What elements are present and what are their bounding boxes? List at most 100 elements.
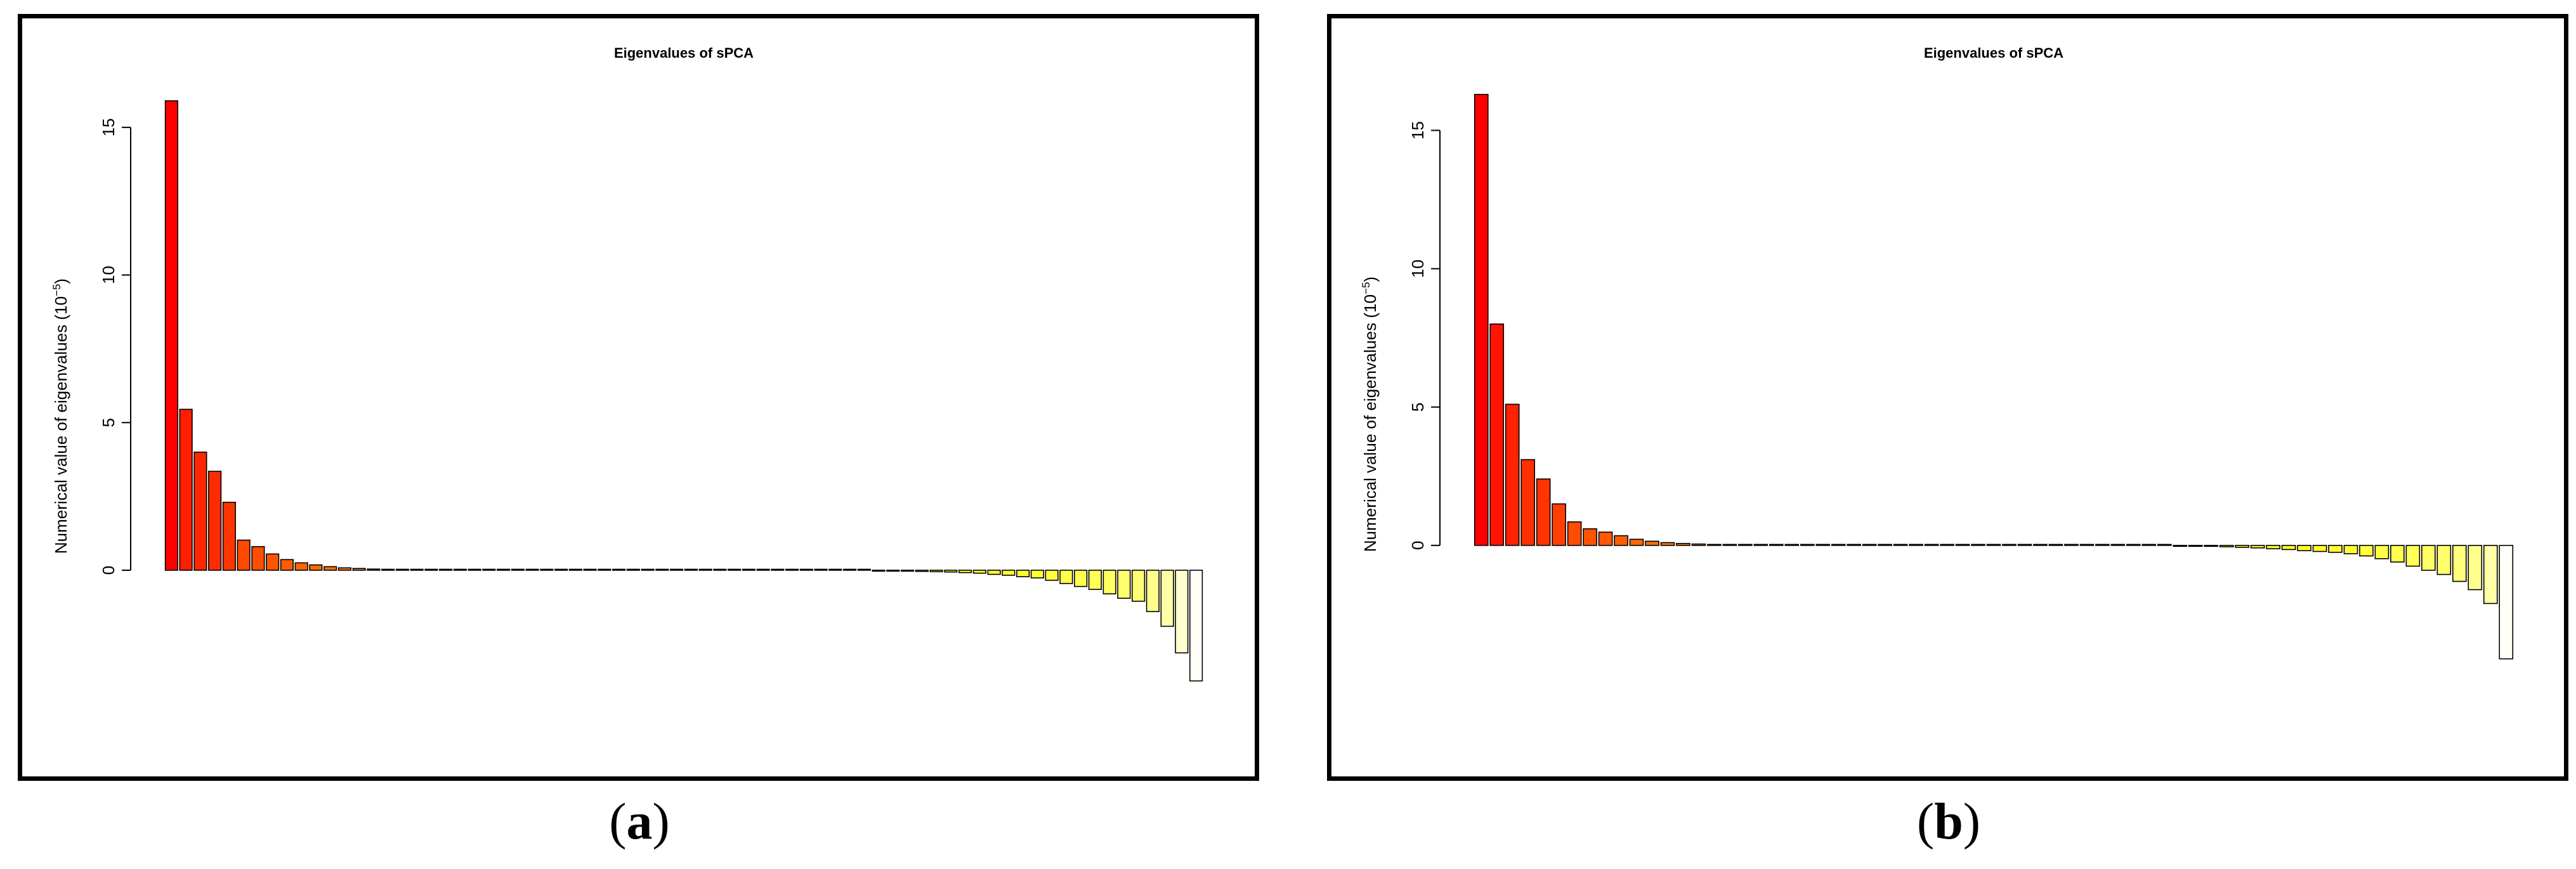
eigenvalue-bar [511,568,525,571]
eigenvalue-bar [771,568,785,571]
y-axis-label: Numerical value of eigenvalues (10−5) [1360,277,1380,552]
eigenvalue-bar [497,568,511,571]
eigenvalue-bar [1738,544,1753,546]
eigenvalue-bar [2173,545,2188,547]
eigenvalue-bar [2141,544,2157,546]
eigenvalue-bar [453,568,467,571]
eigenvalue-bar [728,568,742,571]
eigenvalue-bar [1160,570,1174,627]
eigenvalue-bar [251,546,265,571]
eigenvalue-bar [2312,545,2327,552]
eigenvalue-bar [482,568,496,571]
eigenvalue-bar [2250,545,2265,549]
eigenvalue-bar [1474,94,1489,546]
eigenvalue-bar [1629,539,1644,546]
y-tick-label: 10 [1408,259,1427,278]
eigenvalue-bar [2095,544,2110,546]
eigenvalue-bar [1831,544,1846,546]
eigenvalue-bar [1189,570,1203,682]
y-tick-label: 10 [99,266,118,284]
eigenvalue-bar [1567,521,1582,546]
eigenvalue-bar [2033,544,2048,546]
eigenvalue-bar [237,539,251,571]
eigenvalue-bar [164,100,178,571]
eigenvalue-bar [1016,570,1030,578]
eigenvalue-bar [1645,540,1659,546]
eigenvalue-bar [1800,544,1815,546]
eigenvalue-bar [670,568,684,571]
eigenvalue-bar [439,568,453,571]
eigenvalue-bar [1909,544,1923,546]
eigenvalue-bar [1862,544,1877,546]
eigenvalue-bar [1088,570,1102,591]
eigenvalue-bar [2281,545,2296,551]
eigenvalue-bar [655,568,669,571]
eigenvalue-bar [901,570,915,572]
eigenvalue-bar [1707,544,1722,546]
eigenvalue-bar [828,568,842,571]
eigenvalue-bar [1940,544,1954,546]
eigenvalue-bar [2359,545,2374,557]
caption-b: (b) [1916,792,1981,850]
eigenvalue-bar [843,568,857,571]
eigenvalue-bar [2499,545,2514,660]
eigenvalue-bar [2468,545,2483,591]
eigenvalue-bar [1893,544,1908,546]
eigenvalue-bar [1489,323,1505,546]
eigenvalue-bar [2002,544,2017,546]
y-tick-label: 0 [1408,541,1427,550]
eigenvalue-bar [294,562,308,571]
eigenvalue-bar [2017,544,2032,546]
eigenvalue-bar [1691,543,1706,546]
eigenvalue-bar [684,568,698,571]
eigenvalue-bar [266,553,280,571]
eigenvalue-bar [1146,570,1160,612]
eigenvalue-bar [395,568,409,571]
eigenvalue-bar [1676,542,1690,546]
caption-a: (a) [609,792,670,850]
chart-panel-b: Eigenvalues of sPCA 0 5 10 15 Numerical value… [1327,14,2568,781]
eigenvalue-bar [814,568,828,571]
eigenvalue-bar [2483,545,2498,604]
eigenvalue-bar [583,568,597,571]
eigenvalue-bar [1552,503,1566,546]
eigenvalue-bar [1059,570,1073,584]
eigenvalue-bar [1045,570,1059,581]
eigenvalue-bar [2328,545,2343,553]
eigenvalue-bar [2374,545,2390,559]
y-axis-label: Numerical value of eigenvalues (10−5) [51,278,70,554]
eigenvalue-bar [799,568,813,571]
eigenvalue-bar [1660,542,1675,546]
eigenvalue-bar [193,451,207,571]
eigenvalue-bar [1722,544,1737,546]
eigenvalue-bar [929,570,943,573]
eigenvalue-chart-b: Eigenvalues of sPCA 0 5 10 15 Numerical value… [1360,45,2514,660]
eigenvalue-bar [367,568,381,571]
eigenvalue-bar [410,568,424,571]
eigenvalue-bar [1955,544,1970,546]
eigenvalue-bar [2219,545,2234,547]
eigenvalue-bar [2188,545,2203,547]
y-tick-label: 5 [1408,402,1427,411]
eigenvalue-bar [2110,544,2126,546]
eigenvalue-bar [2436,545,2452,575]
eigenvalue-bar [2343,545,2358,554]
eigenvalue-bar [698,568,712,571]
eigenvalue-bar [2157,544,2172,546]
eigenvalue-bar [222,502,236,571]
chart-title: Eigenvalues of sPCA [1924,45,2063,61]
eigenvalue-bar [2204,545,2219,547]
eigenvalue-bar [872,570,886,572]
eigenvalue-bar [2064,544,2079,546]
eigenvalue-bar [280,559,294,571]
eigenvalue-bar [1924,544,1939,546]
eigenvalue-bar [2048,544,2063,546]
eigenvalue-bar [2390,545,2405,563]
eigenvalue-bar [742,568,755,571]
eigenvalue-bar [1132,570,1146,602]
eigenvalue-bar [626,568,640,571]
eigenvalue-bar [2235,545,2249,548]
eigenvalue-bar [2266,545,2280,549]
eigenvalue-bar [612,568,626,571]
eigenvalue-bar [1505,403,1520,546]
